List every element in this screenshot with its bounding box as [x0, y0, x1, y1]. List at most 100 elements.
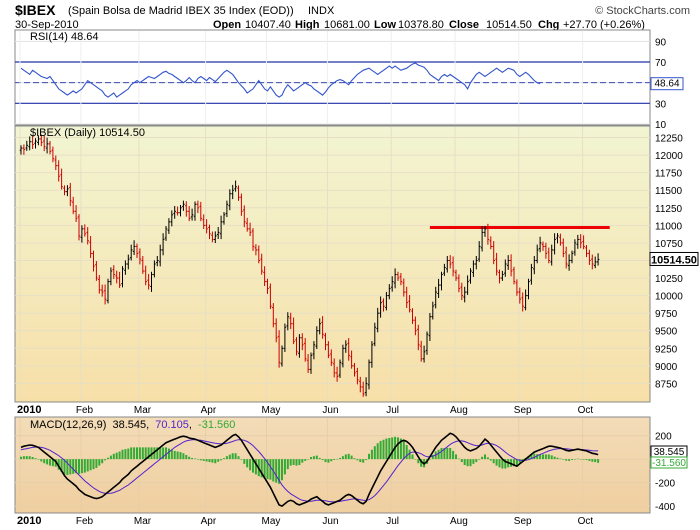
ohlc-bar	[80, 225, 84, 243]
ohlc-bar	[521, 292, 524, 312]
ohlc-bar	[45, 137, 49, 154]
ohlc-bar	[541, 241, 545, 251]
histogram-bar	[568, 459, 571, 461]
ohlc-bar	[498, 269, 501, 284]
histogram-bar	[365, 459, 368, 461]
histogram-bar	[130, 447, 133, 460]
rsi-panel	[14, 29, 651, 126]
macd-tick-label: -400	[655, 502, 675, 513]
ohlc-bar	[344, 340, 348, 353]
ohlc-bar	[564, 246, 568, 269]
ohlc-bar	[591, 254, 594, 270]
ohlc-bar	[379, 296, 382, 318]
ohlc-bar	[393, 268, 397, 289]
ohlc-bar	[396, 271, 400, 281]
ohlc-bar	[524, 289, 527, 311]
ohlc-bar	[185, 201, 188, 217]
histogram-bar	[356, 459, 359, 461]
price-tick-label: 8750	[655, 379, 678, 390]
histogram-bar	[339, 457, 341, 460]
ohlc-bar	[31, 135, 34, 150]
symbol-title: $IBEX	[15, 2, 56, 18]
histogram-bar	[83, 459, 86, 473]
quote-summary: Open 10407.40 High 10681.00 Low 10378.80…	[213, 19, 645, 31]
rsi-tick-label: 10	[655, 120, 667, 131]
ohlc-bar	[434, 286, 437, 309]
ohlc-bar	[129, 244, 133, 261]
ohlc-bar	[199, 201, 203, 222]
price-tick-label: 12000	[655, 151, 683, 162]
histogram-bar	[368, 453, 370, 460]
macd-label-prefix: MACD(12,26,9)	[30, 419, 106, 431]
ohlc-bar	[553, 233, 556, 255]
rsi-tick-label: 30	[655, 99, 667, 110]
histogram-bar	[307, 459, 310, 460]
ohlc-bar	[579, 234, 582, 249]
ohlc-bar	[280, 345, 284, 367]
ohlc-bar	[550, 244, 553, 266]
histogram-bar	[118, 451, 121, 460]
histogram-bar	[205, 459, 208, 462]
histogram-bar	[315, 455, 318, 460]
histogram-bar	[78, 459, 80, 474]
month-label: Feb	[76, 516, 94, 527]
ohlc-bar	[469, 268, 472, 284]
ohlc-bar	[202, 214, 205, 230]
histogram-bar	[231, 453, 234, 460]
histogram-bar	[562, 459, 565, 460]
ohlc-bar	[66, 185, 69, 197]
price-panel	[14, 125, 651, 403]
ohlc-bar	[376, 307, 379, 333]
ohlc-bar	[492, 241, 495, 265]
ohlc-bar	[286, 312, 290, 331]
open-label: Open	[213, 19, 241, 31]
histogram-bar	[298, 459, 301, 465]
ohlc-bar	[356, 367, 359, 385]
histogram-bar	[382, 439, 385, 460]
histogram-bar	[43, 459, 46, 464]
histogram-bar	[455, 454, 457, 460]
histogram-bar	[170, 449, 173, 460]
histogram-bar	[295, 459, 298, 466]
histogram-bar	[269, 459, 272, 480]
histogram-bar	[376, 443, 379, 460]
histogram-bar	[185, 455, 188, 460]
ohlc-bar	[515, 279, 519, 296]
price-tick-label: 10000	[655, 292, 683, 303]
histogram-bar	[518, 459, 521, 463]
histogram-bar	[136, 447, 138, 460]
ohlc-bar	[422, 345, 426, 363]
ohlc-bar	[63, 185, 66, 196]
histogram-bar	[57, 459, 60, 470]
ohlc-bar	[437, 278, 440, 299]
ohlc-bar	[330, 349, 333, 367]
ohlc-bar	[283, 323, 287, 352]
signal-value: 70.105	[155, 419, 189, 431]
ohlc-bar	[251, 228, 255, 251]
histogram-bar	[133, 447, 136, 460]
ohlc-bar	[472, 260, 475, 277]
histogram-bar	[411, 454, 414, 460]
ohlc-bar	[269, 283, 272, 309]
histogram-bar	[582, 459, 585, 460]
exchange-code: INDX	[308, 5, 335, 17]
ohlc-bar	[454, 269, 458, 281]
ohlc-bar	[42, 135, 46, 152]
ohlc-bar	[419, 340, 423, 362]
ohlc-bar	[373, 322, 377, 347]
month-label: Jul	[386, 516, 399, 527]
histogram-bar	[353, 458, 356, 460]
ohlc-bar	[556, 233, 559, 244]
histogram-bar	[138, 447, 141, 460]
month-label: Oct	[578, 405, 594, 416]
svg-text:MACD(12,26,9) 38.545,: MACD(12,26,9) 38.545, 70.105, -31.560	[30, 419, 235, 431]
histogram-bar	[104, 459, 107, 461]
ohlc-bar	[228, 189, 232, 211]
histogram-bar	[225, 456, 228, 460]
ohlc-bar	[121, 266, 124, 288]
histogram-bar	[20, 456, 22, 460]
ohlc-bar	[332, 358, 336, 378]
histogram-bar	[437, 449, 440, 460]
histogram-bar	[196, 459, 199, 460]
ohlc-bar	[585, 245, 588, 258]
